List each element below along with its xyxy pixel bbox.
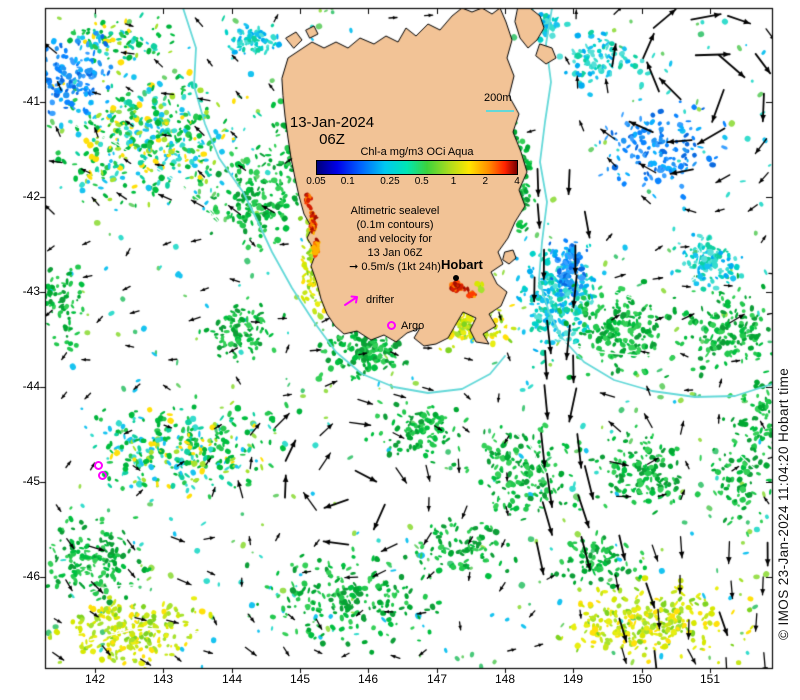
depth-contour-label: 200m	[484, 92, 512, 104]
imos-watermark: © IMOS 23-Jan-2024 11:04:20 Hobart time	[776, 367, 791, 640]
velocity-scale-arrow-icon: ➞	[349, 261, 359, 273]
colorbar-gradient	[316, 160, 518, 175]
colorbar-tick-label: 0.05	[306, 176, 326, 187]
x-tick-label: 143	[152, 672, 174, 686]
y-tick-label: -42	[22, 189, 40, 203]
hobart-dot	[453, 275, 459, 281]
argo-label: Argo	[401, 320, 425, 332]
x-tick-label: 145	[289, 672, 311, 686]
altimetry-note: Altimetric sealevel (0.1m contours) and …	[330, 204, 460, 274]
depth-contour-legend-line	[486, 110, 514, 112]
colorbar-tick-label: 0.25	[380, 176, 400, 187]
x-tick-label: 150	[631, 672, 653, 686]
x-tick-label: 148	[494, 672, 516, 686]
float-marker	[94, 461, 103, 470]
colorbar-tick-label: 4	[514, 176, 520, 187]
drifter-marker	[344, 295, 358, 306]
colorbar-tick-label: 2	[482, 176, 489, 187]
colorbar-ticks: 0.05 0.1 0.25 0.5 1 2 4	[306, 175, 520, 189]
y-tick-label: -46	[22, 569, 40, 583]
argo-marker	[387, 321, 396, 330]
colorbar-title: Chl-a mg/m3 OCi Aqua	[360, 146, 474, 158]
time-line: 06Z	[319, 131, 345, 148]
drifter-label: drifter	[366, 294, 395, 306]
y-tick-label: -43	[22, 284, 40, 298]
colorbar: Chl-a mg/m3 OCi Aqua 0.05 0.1 0.25 0.5 1…	[306, 146, 520, 189]
y-tick-label: -45	[22, 474, 40, 488]
note-line: Altimetric sealevel	[350, 205, 440, 217]
note-line: 13 Jan 06Z	[367, 247, 423, 259]
date-label: 13-Jan-2024 06Z	[272, 114, 392, 148]
colorbar-tick-label: 1	[450, 176, 457, 187]
date-line: 13-Jan-2024	[289, 114, 375, 131]
note-line-scale: ➞ 0.5m/s (1kt 24h)	[330, 260, 460, 274]
x-tick-label: 147	[426, 672, 448, 686]
colorbar-tick-label: 0.5	[414, 176, 429, 187]
x-tick-label: 144	[221, 672, 243, 686]
note-line: (0.1m contours)	[356, 219, 434, 231]
y-tick-label: -44	[22, 379, 40, 393]
velocity-scale-text: 0.5m/s (1kt 24h)	[361, 261, 441, 273]
note-line: and velocity for	[358, 233, 432, 245]
x-tick-label: 146	[357, 672, 379, 686]
colorbar-tick-label: 0.1	[340, 176, 355, 187]
float-marker	[98, 471, 107, 480]
y-tick-label: -41	[22, 94, 40, 108]
x-tick-label: 151	[699, 672, 721, 686]
city-label-hobart: Hobart	[441, 257, 483, 272]
x-tick-label: 149	[562, 672, 584, 686]
x-tick-label: 142	[84, 672, 106, 686]
